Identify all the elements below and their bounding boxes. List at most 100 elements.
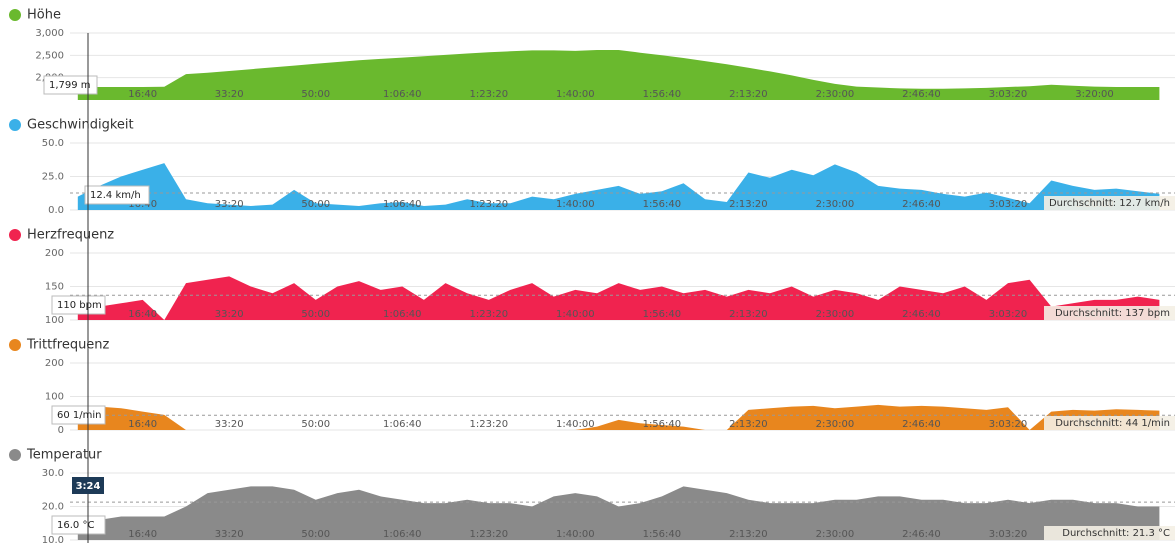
x-tick-label: 3:03:20 xyxy=(989,89,1028,100)
tooltip-text: 110 bpm xyxy=(57,300,102,311)
tooltip-text: 60 1/min xyxy=(57,410,102,421)
chart-title: Herzfrequenz xyxy=(27,228,114,243)
x-tick-label: 1:40:00 xyxy=(556,529,595,540)
legend-dot xyxy=(9,339,21,351)
x-tick-label: 1:56:40 xyxy=(643,419,682,430)
y-tick-label: 200 xyxy=(45,358,64,369)
legend-dot xyxy=(9,229,21,241)
y-tick-label: 200 xyxy=(45,248,64,259)
tooltip-text: 12.4 km/h xyxy=(90,190,141,201)
y-tick-label: 3,000 xyxy=(35,28,64,39)
x-tick-label: 50:00 xyxy=(301,309,330,320)
y-tick-label: 30.0 xyxy=(42,468,64,479)
x-tick-label: 33:20 xyxy=(215,309,244,320)
y-tick-label: 0.0 xyxy=(48,205,64,216)
chart-title: Temperatur xyxy=(26,448,102,463)
y-tick-label: 10.0 xyxy=(42,535,64,543)
tooltip-text: 1,799 m xyxy=(49,80,91,91)
x-tick-label: 3:03:20 xyxy=(989,529,1028,540)
average-badge: Durchschnitt: 21.3 °C xyxy=(1044,526,1175,540)
chart-title: Geschwindigkeit xyxy=(27,118,134,133)
x-tick-label: 1:23:20 xyxy=(470,89,509,100)
area xyxy=(77,163,1160,210)
y-tick-label: 2,500 xyxy=(35,50,64,61)
y-tick-label: 150 xyxy=(45,282,64,293)
x-tick-label: 1:23:20 xyxy=(470,309,509,320)
x-tick-label: 1:40:00 xyxy=(556,89,595,100)
x-tick-label: 2:30:00 xyxy=(816,89,855,100)
x-tick-label: 1:56:40 xyxy=(643,309,682,320)
x-tick-label: 1:56:40 xyxy=(643,89,682,100)
tooltip-bg xyxy=(51,295,106,315)
y-tick-label: 20.0 xyxy=(42,502,64,513)
y-tick-label: 100 xyxy=(45,315,64,326)
area xyxy=(77,50,1160,100)
x-tick-label: 1:06:40 xyxy=(383,419,422,430)
average-label: Durchschnitt: 137 bpm xyxy=(1055,308,1170,319)
hover-tooltip: 12.4 km/h xyxy=(84,185,150,205)
x-tick-label: 3:20:00 xyxy=(1075,89,1114,100)
x-tick-label: 2:46:40 xyxy=(902,199,941,210)
x-tick-label: 1:23:20 xyxy=(470,529,509,540)
x-tick-label: 1:40:00 xyxy=(556,309,595,320)
x-tick-label: 16:40 xyxy=(128,89,157,100)
x-tick-label: 2:13:20 xyxy=(729,419,768,430)
x-tick-label: 1:06:40 xyxy=(383,309,422,320)
y-tick-label: 100 xyxy=(45,392,64,403)
x-tick-label: 1:06:40 xyxy=(383,529,422,540)
x-tick-label: 33:20 xyxy=(215,419,244,430)
x-tick-label: 2:13:20 xyxy=(729,199,768,210)
x-tick-label: 50:00 xyxy=(301,529,330,540)
x-tick-label: 2:13:20 xyxy=(729,89,768,100)
average-badge: Durchschnitt: 137 bpm xyxy=(1044,306,1175,320)
legend-dot xyxy=(9,119,21,131)
x-tick-label: 2:46:40 xyxy=(902,309,941,320)
x-tick-label: 3:03:20 xyxy=(989,309,1028,320)
x-tick-label: 1:23:20 xyxy=(470,419,509,430)
x-tick-label: 1:40:00 xyxy=(556,199,595,210)
cursor-label: 3:24 xyxy=(76,481,101,492)
hover-tooltip: 1,799 m xyxy=(43,75,98,95)
x-tick-label: 16:40 xyxy=(128,529,157,540)
x-tick-label: 50:00 xyxy=(301,89,330,100)
x-tick-label: 33:20 xyxy=(215,529,244,540)
tooltip-bg xyxy=(43,75,98,95)
x-tick-label: 33:20 xyxy=(215,199,244,210)
hover-tooltip: 60 1/min xyxy=(51,405,106,425)
x-tick-label: 33:20 xyxy=(215,89,244,100)
y-tick-label: 0 xyxy=(58,425,64,436)
x-tick-label: 2:13:20 xyxy=(729,529,768,540)
legend-dot xyxy=(9,449,21,461)
average-badge: Durchschnitt: 44 1/min xyxy=(1044,416,1175,430)
hover-tooltip: 16.0 °C xyxy=(51,515,106,535)
x-tick-label: 1:06:40 xyxy=(383,89,422,100)
x-tick-label: 2:30:00 xyxy=(816,199,855,210)
average-bg xyxy=(1044,416,1175,430)
x-tick-label: 16:40 xyxy=(128,419,157,430)
tooltip-text: 16.0 °C xyxy=(57,520,94,531)
x-tick-label: 1:40:00 xyxy=(556,419,595,430)
average-bg xyxy=(1044,526,1175,540)
average-label: Durchschnitt: 12.7 km/h xyxy=(1049,198,1170,209)
x-tick-label: 16:40 xyxy=(128,309,157,320)
x-tick-label: 2:46:40 xyxy=(902,529,941,540)
average-badge: Durchschnitt: 12.7 km/h xyxy=(1044,196,1175,210)
x-tick-label: 2:46:40 xyxy=(902,419,941,430)
area xyxy=(77,404,1160,430)
legend-dot xyxy=(9,9,21,21)
average-bg xyxy=(1044,306,1175,320)
x-tick-label: 1:56:40 xyxy=(643,529,682,540)
x-tick-label: 50:00 xyxy=(301,199,330,210)
x-tick-label: 2:30:00 xyxy=(816,309,855,320)
x-tick-label: 50:00 xyxy=(301,419,330,430)
tooltip-bg xyxy=(51,515,106,535)
y-tick-label: 25.0 xyxy=(42,172,64,183)
average-bg xyxy=(1044,196,1175,210)
y-tick-label: 50.0 xyxy=(42,138,64,149)
chart-title: Höhe xyxy=(27,8,61,23)
x-tick-label: 2:13:20 xyxy=(729,309,768,320)
x-tick-label: 1:06:40 xyxy=(383,199,422,210)
x-tick-label: 3:03:20 xyxy=(989,199,1028,210)
x-tick-label: 1:23:20 xyxy=(470,199,509,210)
